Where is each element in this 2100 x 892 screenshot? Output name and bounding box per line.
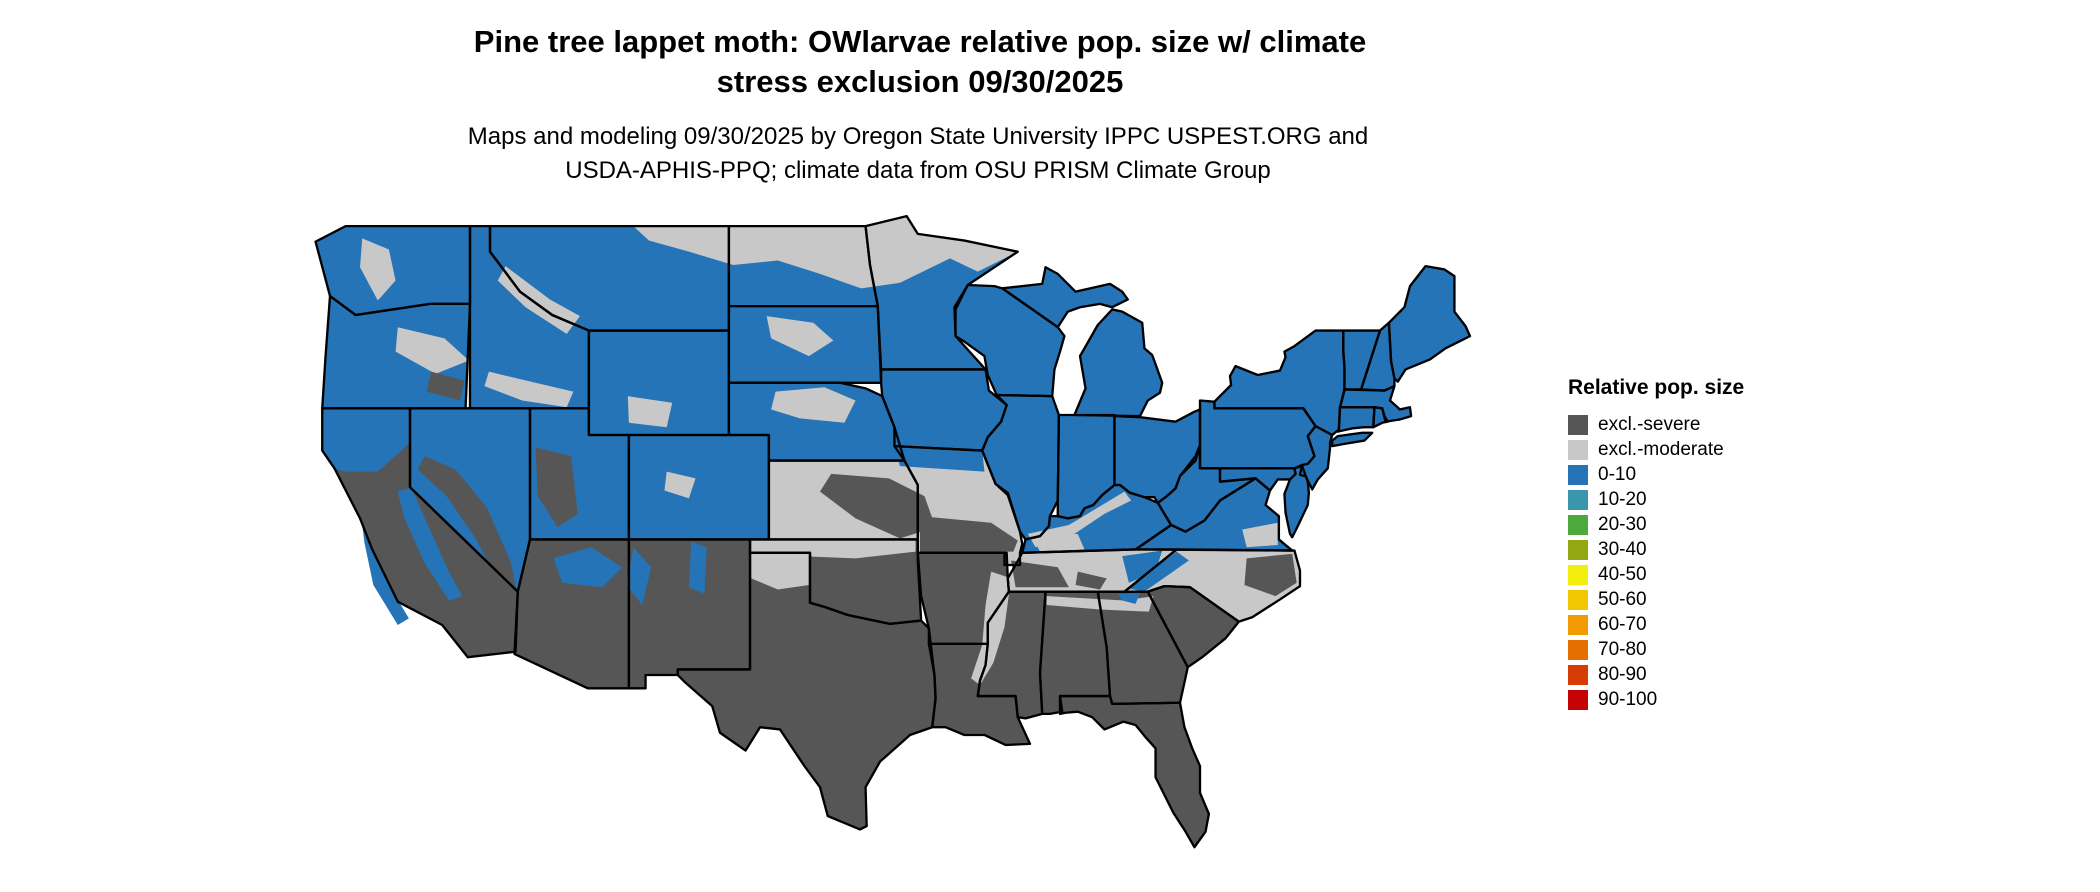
legend-item-label: 90-100 [1598, 688, 1658, 710]
figure-title-line1: Pine tree lappet moth: OWlarvae relative… [473, 24, 1367, 59]
figure-subtitle: Maps and modeling 09/30/2025 by Oregon S… [318, 120, 1518, 188]
pop-0-10-patch [1117, 592, 1140, 604]
pop-0-10-patch [894, 446, 985, 472]
legend-item: 30-40 [1568, 537, 1744, 562]
excl-severe-patch [1244, 553, 1297, 597]
excl-moderate-patch [751, 553, 809, 590]
legend-item-label: 70-80 [1598, 638, 1647, 660]
legend-item: 0-10 [1568, 462, 1744, 487]
legend-swatch [1568, 414, 1588, 435]
excl-severe-patch [426, 371, 465, 401]
excl-severe-patch [1011, 560, 1069, 588]
state-new-mexico [628, 539, 751, 689]
legend-title: Relative pop. size [1568, 376, 1745, 399]
legend-swatch [1568, 539, 1588, 560]
legend-swatch [1568, 689, 1588, 710]
legend-item-label: 40-50 [1598, 563, 1647, 585]
excl-moderate-patch [1033, 533, 1085, 552]
excl-moderate-patch [664, 471, 696, 499]
state-colorado [628, 434, 769, 540]
excl-moderate-patch [484, 371, 574, 408]
legend-item: 90-100 [1568, 687, 1744, 712]
legend-item: excl.-severe [1568, 412, 1744, 437]
pop-0-10-patch [553, 547, 623, 588]
legend-swatch [1568, 589, 1588, 610]
legend-swatch [1568, 439, 1588, 460]
legend-item: 50-60 [1568, 587, 1744, 612]
legend-item-label: 10-20 [1598, 488, 1647, 510]
legend-item-label: 30-40 [1598, 538, 1647, 560]
legend-item-label: 20-30 [1598, 513, 1647, 535]
excl-severe-patch [820, 473, 936, 539]
legend-swatch [1568, 464, 1588, 485]
excl-moderate-patch [917, 233, 1018, 272]
legend-item: 20-30 [1568, 512, 1744, 537]
legend-item: excl.-moderate [1568, 437, 1744, 462]
us-map-container [300, 205, 1480, 877]
state-maine [1388, 266, 1470, 382]
excl-moderate-patch [971, 571, 1012, 685]
excl-moderate-patch [627, 396, 673, 428]
excl-severe-patch [535, 447, 578, 528]
pop-0-10-patch [397, 487, 463, 601]
raster-patches [322, 216, 1297, 685]
legend-item-label: 50-60 [1598, 588, 1647, 610]
excl-moderate-patch [633, 216, 965, 289]
excl-severe-patch [919, 516, 1018, 552]
legend-item: 40-50 [1568, 562, 1744, 587]
legend-swatch [1568, 664, 1588, 685]
figure-subtitle-line1: Maps and modeling 09/30/2025 by Oregon S… [467, 123, 1369, 150]
excl-moderate-patch [360, 238, 396, 301]
excl-severe-patch [417, 456, 516, 588]
excl-moderate-patch [395, 327, 469, 374]
legend-item-label: excl.-severe [1598, 413, 1701, 435]
legend-item: 60-70 [1568, 612, 1744, 637]
legend-swatch [1568, 489, 1588, 510]
legend-swatch [1568, 564, 1588, 585]
state-florida [1059, 696, 1209, 848]
pop-0-10-patch [322, 408, 411, 472]
pop-0-10-patch [1122, 550, 1163, 583]
figure-subtitle-line2: USDA-APHIS-PPQ; climate data from OSU PR… [565, 157, 1271, 184]
state-pennsylvania [1199, 400, 1316, 469]
legend-swatch [1568, 639, 1588, 660]
legend-item: 10-20 [1568, 487, 1744, 512]
legend-swatch [1568, 614, 1588, 635]
figure-title: Pine tree lappet moth: OWlarvae relative… [320, 22, 1520, 102]
excl-moderate-patch [1027, 491, 1132, 548]
legend-item-label: 80-90 [1598, 663, 1647, 685]
pop-0-10-patch [626, 547, 652, 605]
excl-moderate-patch [771, 387, 856, 423]
legend-item: 70-80 [1568, 637, 1744, 662]
legend: Relative pop. size excl.-severe excl.-mo… [1568, 376, 1744, 712]
excl-moderate-patch [766, 316, 834, 357]
excl-moderate-patch [1242, 522, 1278, 548]
figure-title-line2: stress exclusion 09/30/2025 [716, 64, 1124, 99]
legend-item: 80-90 [1568, 662, 1744, 687]
pop-0-10-patch [688, 541, 707, 594]
pop-0-10-patch [1127, 551, 1189, 592]
excl-severe-patch [1075, 571, 1107, 590]
legend-item-label: 0-10 [1598, 463, 1637, 485]
legend-item-label: excl.-moderate [1598, 438, 1724, 460]
us-map [314, 214, 1472, 849]
legend-swatch [1568, 514, 1588, 535]
legend-item-label: 60-70 [1598, 613, 1647, 635]
